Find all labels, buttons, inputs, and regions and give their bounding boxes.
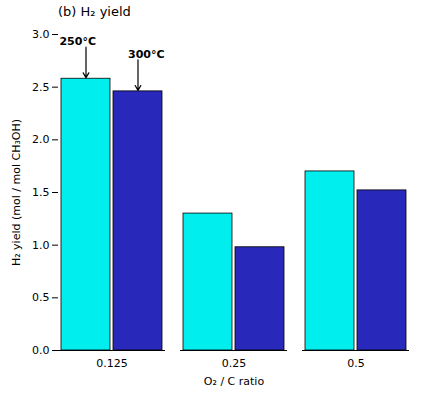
svg-text:O₂ / C ratio: O₂ / C ratio xyxy=(204,375,265,388)
svg-text:2.5: 2.5 xyxy=(32,81,50,94)
html-text:(b) H₂ yield: (b) H₂ yield xyxy=(58,4,131,19)
svg-text:0.0: 0.0 xyxy=(32,344,50,357)
svg-text:0.25: 0.25 xyxy=(222,357,247,370)
svg-text:250°C: 250°C xyxy=(59,35,96,48)
svg-text:H₂ yield (mol / mol CH₃OH): H₂ yield (mol / mol CH₃OH) xyxy=(10,119,23,266)
svg-text:2.0: 2.0 xyxy=(32,133,50,146)
svg-text:0.125: 0.125 xyxy=(96,357,128,370)
svg-text:0.5: 0.5 xyxy=(32,291,50,304)
svg-text:0.5: 0.5 xyxy=(347,357,365,370)
svg-text:1.0: 1.0 xyxy=(32,239,50,252)
svg-text:3.0: 3.0 xyxy=(32,28,50,41)
svg-text:300°C: 300°C xyxy=(128,48,165,61)
svg-text:1.5: 1.5 xyxy=(32,186,50,199)
